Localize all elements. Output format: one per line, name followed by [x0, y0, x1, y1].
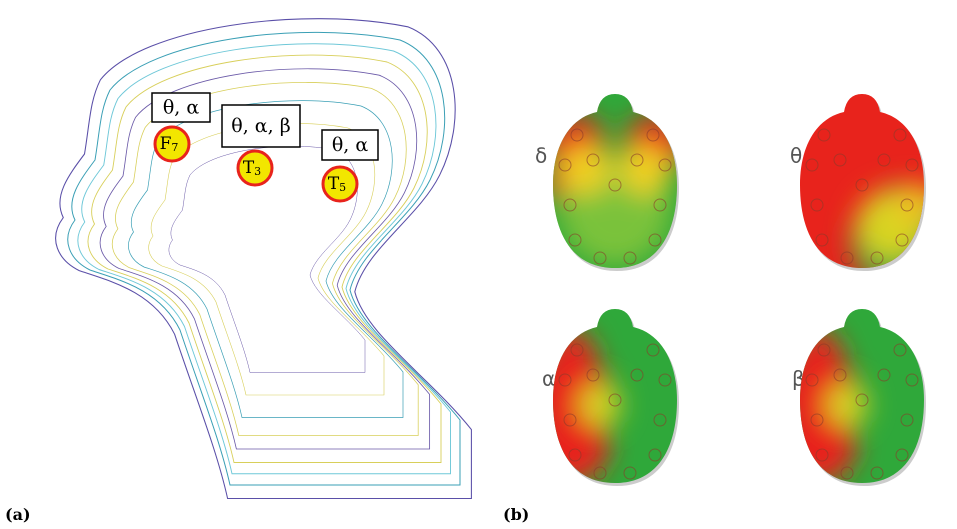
- band-label: θ, α, β: [231, 115, 290, 137]
- activation: [579, 384, 621, 426]
- electrode-index: 3: [254, 165, 261, 178]
- map-blobs: [851, 184, 957, 296]
- electrode-index: 5: [339, 181, 346, 194]
- band-symbol: δ: [535, 144, 547, 168]
- topomap-fill: [792, 90, 957, 296]
- topomap: [528, 305, 685, 490]
- topomap: [792, 90, 957, 296]
- figure: θ, αF7θ, α, βT3θ, αT5 δθαβ (a) (b): [0, 0, 957, 529]
- electrode-index: 7: [171, 141, 178, 154]
- head-contour: [56, 19, 472, 499]
- panel-label: (a): [5, 505, 31, 524]
- activation: [826, 384, 868, 426]
- band-symbol: θ: [790, 144, 802, 168]
- electrode-letter: T: [328, 174, 340, 194]
- topomap: [543, 90, 686, 275]
- electrode-letter: F: [160, 134, 172, 154]
- activation: [896, 184, 938, 226]
- contour-line: [68, 32, 460, 485]
- panel-label: (b): [503, 505, 529, 524]
- electrode-letter: T: [243, 158, 255, 178]
- topomap: [775, 305, 932, 490]
- band-label: θ, α: [163, 97, 200, 119]
- band-symbol: α: [542, 367, 555, 391]
- band-label: θ, α: [332, 134, 369, 156]
- topomap-fill: [543, 90, 686, 275]
